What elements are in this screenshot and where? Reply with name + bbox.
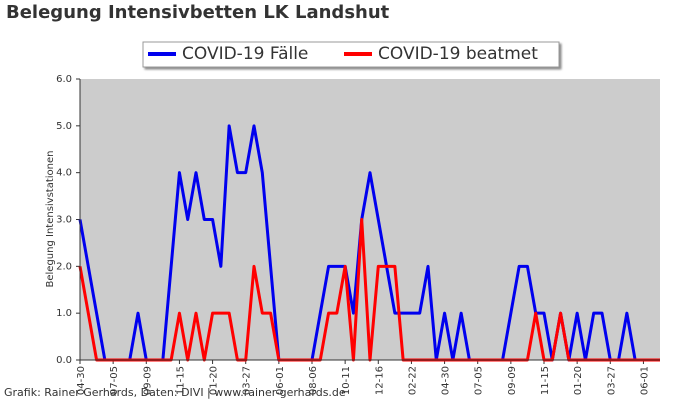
x-tick-label: 01-20: [209, 366, 220, 395]
x-tick-label: 03-27: [606, 366, 617, 395]
x-tick-label: 09-09: [507, 366, 518, 395]
x-tick-label: 06-01: [275, 366, 286, 395]
y-axis-label: Belegung Intensivstationen: [45, 150, 56, 287]
chart-title: Belegung Intensivbetten LK Landshut: [6, 2, 390, 23]
x-tick-label: 04-30: [441, 366, 452, 395]
x-tick-label: 01-20: [573, 366, 584, 395]
y-tick-label: 2.0: [56, 261, 72, 272]
legend-label: COVID-19 Fälle: [182, 44, 308, 64]
x-tick-label: 03-27: [242, 366, 253, 395]
x-tick-label: 08-06: [308, 366, 319, 395]
x-tick-label: 06-01: [639, 366, 650, 395]
x-tick-label: 04-30: [76, 366, 87, 395]
legend-label: COVID-19 beatmet: [378, 44, 538, 64]
x-tick-label: 02-22: [407, 366, 418, 395]
y-tick-label: 0.0: [56, 355, 72, 366]
x-tick-label: 07-05: [474, 366, 485, 395]
y-tick-label: 5.0: [56, 121, 72, 132]
y-tick-label: 3.0: [56, 215, 72, 226]
y-tick-label: 1.0: [56, 308, 72, 319]
y-tick-label: 6.0: [56, 74, 72, 85]
x-tick-label: 07-05: [109, 366, 120, 395]
x-tick-label: 11-15: [540, 366, 551, 395]
x-tick-label: 09-09: [142, 366, 153, 395]
x-tick-label: 11-15: [175, 366, 186, 395]
x-tick-label: 12-16: [374, 366, 385, 395]
footer: Grafik: Rainer Gerhards, Daten: DIVI | w…: [4, 386, 346, 399]
y-tick-label: 4.0: [56, 168, 72, 179]
x-tick-label: 10-11: [341, 366, 352, 395]
